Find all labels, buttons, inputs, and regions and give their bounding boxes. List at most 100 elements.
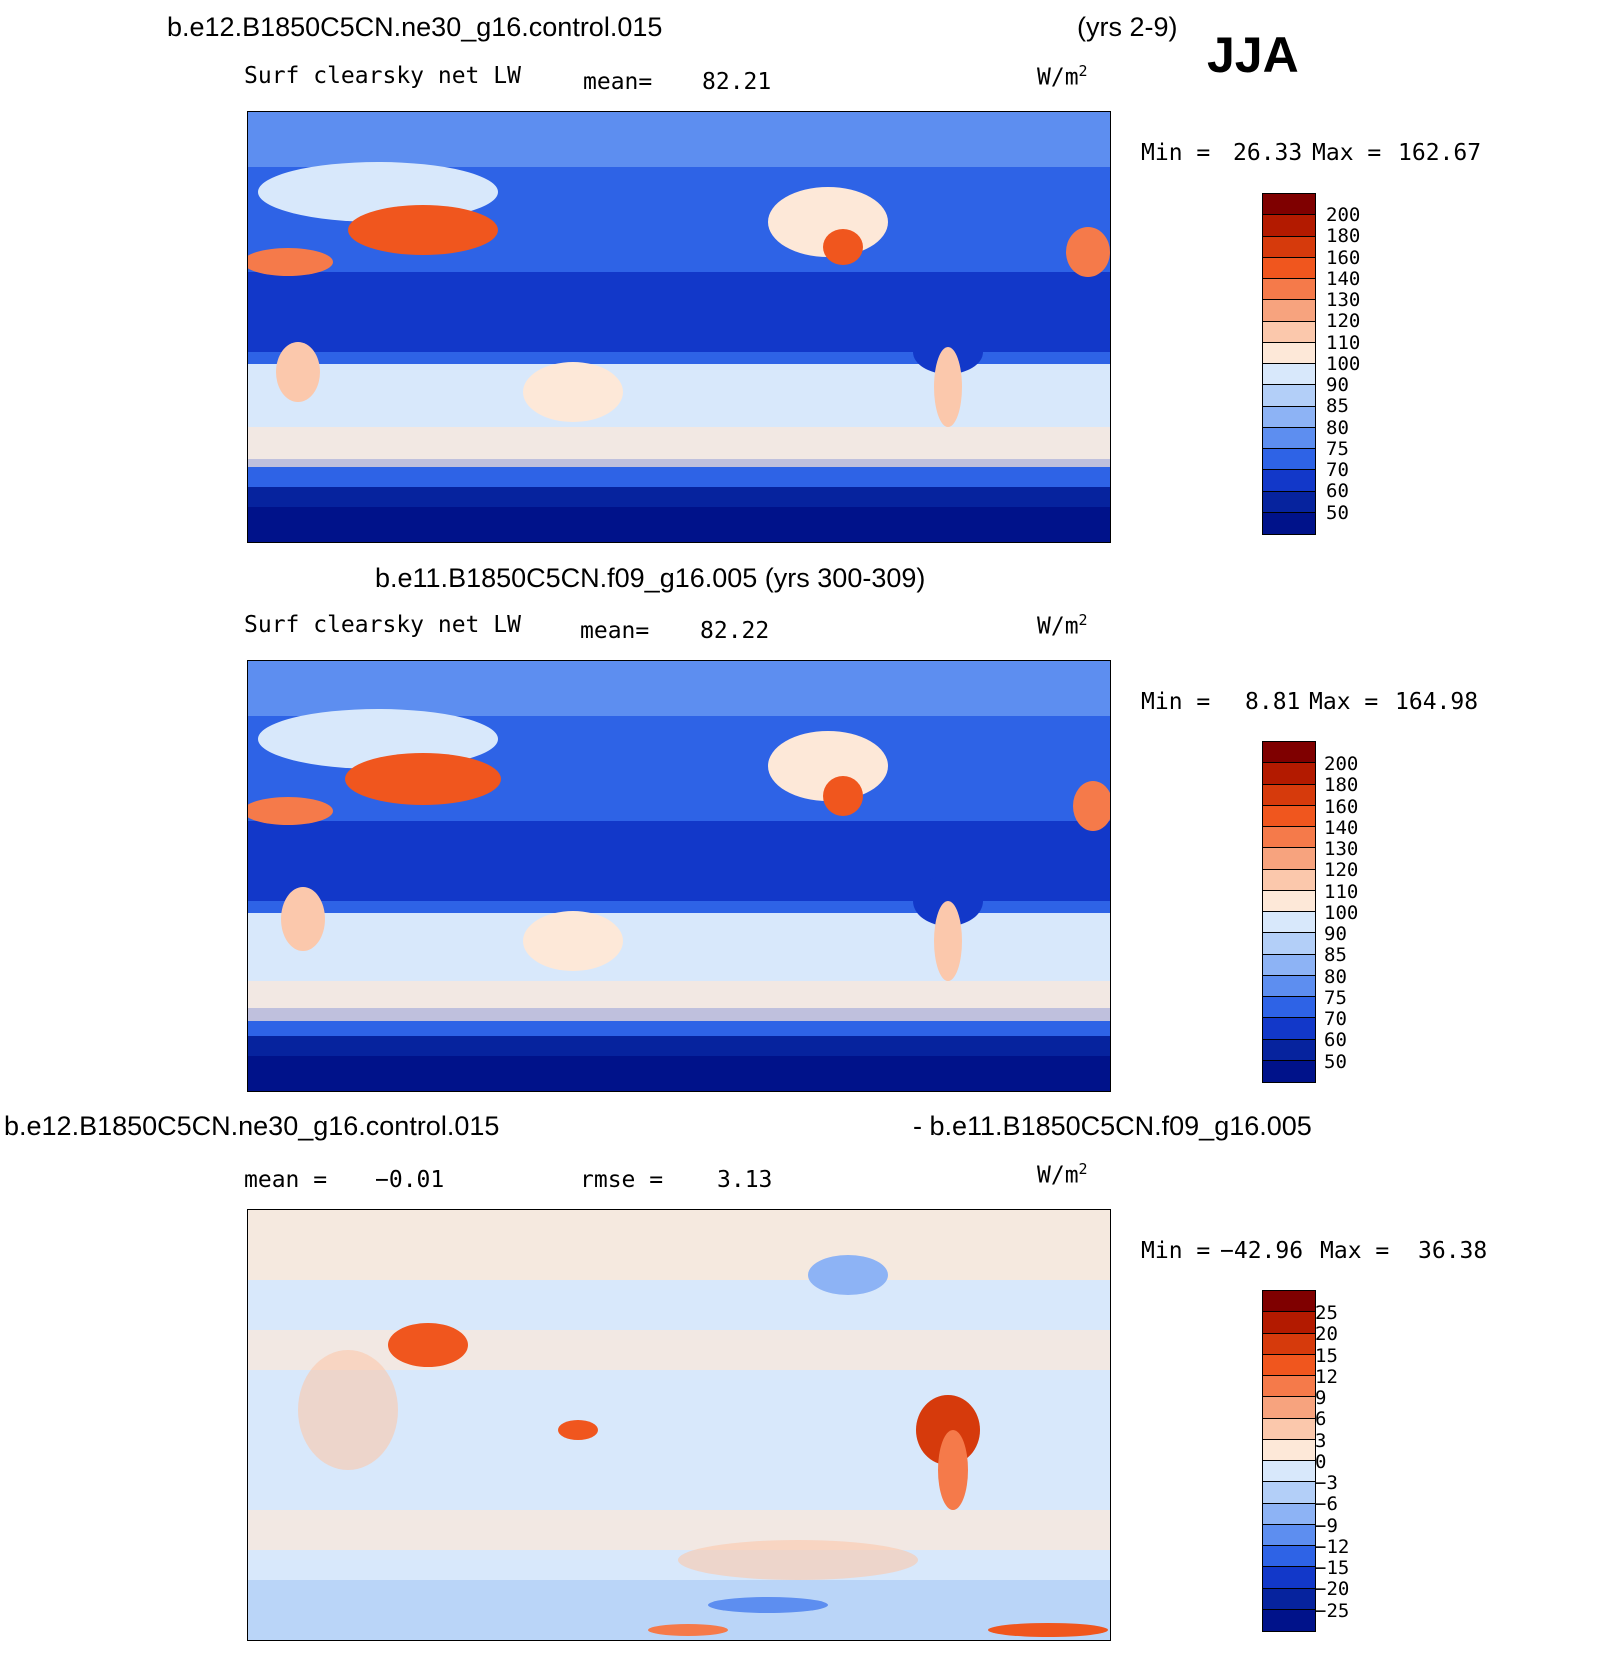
colorbar-label: 90 xyxy=(1324,923,1347,945)
colorbar-label: 6 xyxy=(1315,1408,1327,1431)
colorbar-label: 130 xyxy=(1326,289,1361,311)
panel2-field xyxy=(248,661,1110,1091)
colorbar-swatch xyxy=(1263,364,1315,386)
panel2-colorbar xyxy=(1262,741,1316,1083)
colorbar-label: 50 xyxy=(1326,501,1349,524)
colorbar-swatch xyxy=(1263,1354,1315,1376)
colorbar-swatch xyxy=(1263,1418,1315,1440)
colorbar-swatch xyxy=(1263,1397,1315,1419)
panel3-mean-label: mean = xyxy=(244,1167,328,1193)
panel3-max-value: 36.38 xyxy=(1418,1238,1488,1264)
colorbar-label: 3 xyxy=(1315,1429,1327,1452)
colorbar-label: 85 xyxy=(1324,944,1347,967)
colorbar-label: 60 xyxy=(1324,1029,1347,1052)
colorbar-label: 140 xyxy=(1326,267,1361,290)
case2-title: b.e11.B1850C5CN.f09_g16.005 (yrs 300-309… xyxy=(375,563,926,593)
colorbar-swatch xyxy=(1263,1039,1315,1061)
colorbar-label: 180 xyxy=(1324,774,1359,797)
panel1-mean-value: 82.21 xyxy=(702,69,772,95)
panel2-max-label: Max = xyxy=(1309,689,1379,715)
colorbar-swatch xyxy=(1263,975,1315,997)
colorbar-swatch xyxy=(1263,215,1315,237)
colorbar-swatch xyxy=(1263,512,1315,534)
colorbar-swatch xyxy=(1263,805,1315,827)
panel1-map xyxy=(247,111,1111,543)
diff-right-title: - b.e11.B1850C5CN.f09_g16.005 xyxy=(913,1111,1312,1141)
colorbar-swatch xyxy=(1263,385,1315,407)
colorbar-label: 25 xyxy=(1315,1302,1338,1324)
colorbar-label: 50 xyxy=(1324,1050,1347,1073)
panel2-map xyxy=(247,660,1111,1092)
colorbar-label: −25 xyxy=(1315,1599,1350,1622)
colorbar-swatch xyxy=(1263,342,1315,364)
colorbar-swatch xyxy=(1263,1588,1315,1610)
colorbar-label: 100 xyxy=(1326,352,1361,375)
colorbar-label: 60 xyxy=(1326,480,1349,503)
colorbar-label: −6 xyxy=(1315,1493,1338,1516)
colorbar-label: 110 xyxy=(1324,880,1359,903)
panel2-max-value: 164.98 xyxy=(1395,689,1479,715)
colorbar-label: 70 xyxy=(1326,459,1349,481)
colorbar-label: 160 xyxy=(1326,246,1361,269)
colorbar-swatch xyxy=(1263,933,1315,955)
colorbar-swatch xyxy=(1263,848,1315,870)
colorbar-swatch xyxy=(1263,742,1315,764)
colorbar-label: −20 xyxy=(1315,1578,1350,1601)
colorbar-swatch xyxy=(1263,869,1315,891)
colorbar-swatch xyxy=(1263,1503,1315,1525)
case1-title: b.e12.B1850C5CN.ne30_g16.control.015 xyxy=(167,12,663,42)
panel1-min-label: Min = xyxy=(1141,140,1211,166)
panel2-units: W/m2 xyxy=(1037,611,1088,640)
colorbar-label: 120 xyxy=(1324,859,1359,882)
colorbar-label: 160 xyxy=(1324,795,1359,818)
colorbar-swatch xyxy=(1263,1439,1315,1461)
panel3-max-label: Max = xyxy=(1320,1238,1390,1264)
colorbar-swatch xyxy=(1263,1333,1315,1355)
panel3-rmse-value: 3.13 xyxy=(717,1167,773,1193)
colorbar-label: −12 xyxy=(1315,1535,1350,1558)
colorbar-swatch xyxy=(1263,300,1315,322)
colorbar-label: 130 xyxy=(1324,838,1359,860)
colorbar-label: 200 xyxy=(1324,753,1359,775)
panel2-mean-value: 82.22 xyxy=(700,618,770,644)
panel2-mean-label: mean= xyxy=(580,618,650,644)
colorbar-swatch xyxy=(1263,890,1315,912)
panel1-mean-label: mean= xyxy=(583,69,653,95)
colorbar-swatch xyxy=(1263,997,1315,1019)
panel3-field xyxy=(248,1210,1110,1640)
panel3-rmse-label: rmse = xyxy=(580,1167,664,1193)
panel1-field xyxy=(248,112,1110,542)
colorbar-swatch xyxy=(1263,406,1315,428)
colorbar-swatch xyxy=(1263,427,1315,449)
panel2-min-label: Min = xyxy=(1141,689,1211,715)
panel2-variable: Surf clearsky net LW xyxy=(244,612,521,638)
panel1-variable: Surf clearsky net LW xyxy=(244,63,521,89)
colorbar-label: 90 xyxy=(1326,374,1349,396)
colorbar-label: 110 xyxy=(1326,331,1361,354)
panel1-min-value: 26.33 xyxy=(1233,140,1303,166)
panel3-map xyxy=(247,1209,1111,1641)
colorbar-label: 20 xyxy=(1315,1323,1338,1346)
panel3-min-label: Min = xyxy=(1141,1238,1211,1264)
colorbar-swatch xyxy=(1263,257,1315,279)
colorbar-label: 180 xyxy=(1326,225,1361,248)
colorbar-swatch xyxy=(1263,763,1315,785)
colorbar-label: 75 xyxy=(1326,437,1349,460)
colorbar-swatch xyxy=(1263,1018,1315,1040)
panel1-max-value: 162.67 xyxy=(1398,140,1482,166)
colorbar-swatch xyxy=(1263,1524,1315,1546)
panel2-min-value: 8.81 xyxy=(1245,689,1301,715)
colorbar-label: 9 xyxy=(1315,1387,1327,1409)
colorbar-label: 15 xyxy=(1315,1344,1338,1367)
colorbar-swatch xyxy=(1263,1291,1315,1313)
colorbar-label: 85 xyxy=(1326,395,1349,418)
colorbar-swatch xyxy=(1263,954,1315,976)
colorbar-swatch xyxy=(1263,912,1315,934)
panel1-units: W/m2 xyxy=(1037,62,1088,91)
colorbar-label: −15 xyxy=(1315,1557,1350,1579)
colorbar-swatch xyxy=(1263,236,1315,258)
colorbar-swatch xyxy=(1263,449,1315,471)
colorbar-swatch xyxy=(1263,1461,1315,1483)
colorbar-label: 70 xyxy=(1324,1008,1347,1030)
colorbar-label: 12 xyxy=(1315,1365,1338,1388)
